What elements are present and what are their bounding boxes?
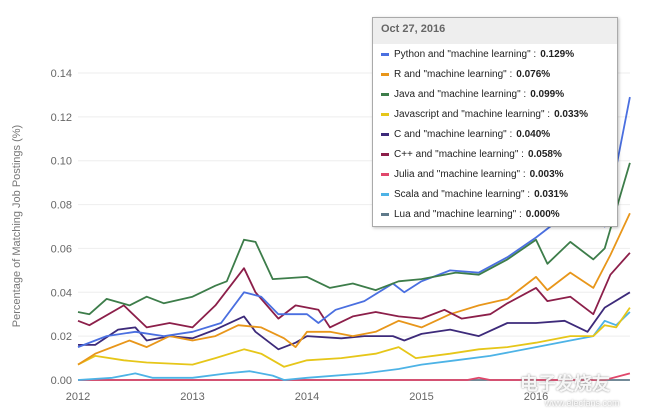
tooltip-series-label: C++ and "machine learning" :: [394, 148, 524, 160]
tooltip-series-label: C and "machine learning" :: [394, 128, 513, 140]
tooltip-series-label: Java and "machine learning" :: [394, 88, 527, 100]
y-tick-label: 0.06: [51, 243, 72, 255]
tooltip-row: R and "machine learning" :0.076%: [373, 64, 617, 84]
tooltip-series-value: 0.099%: [530, 88, 565, 100]
tooltip-series-value: 0.000%: [525, 208, 560, 220]
series-line-javascript: [77, 307, 631, 368]
legend-swatch-icon: [381, 72, 389, 76]
tooltip-series-value: 0.058%: [527, 148, 562, 160]
y-tick-label: 0.00: [51, 375, 72, 387]
tooltip-series-label: Julia and "machine learning" :: [394, 168, 526, 180]
y-tick-label: 0.08: [51, 200, 72, 212]
series-line-java: [77, 162, 631, 316]
y-axis-label: Percentage of Matching Job Postings (%): [11, 125, 23, 327]
legend-swatch-icon: [381, 172, 389, 176]
x-tick-label: 2013: [180, 391, 204, 403]
x-tick-label: 2012: [66, 391, 90, 403]
tooltip-row: Javascript and "machine learning" :0.033…: [373, 104, 617, 124]
tooltip-row: C and "machine learning" :0.040%: [373, 124, 617, 144]
y-tick-label: 0.04: [51, 287, 72, 299]
legend-swatch-icon: [381, 92, 389, 96]
y-tick-label: 0.02: [51, 331, 72, 343]
tooltip-row: Lua and "machine learning" :0.000%: [373, 204, 617, 224]
legend-swatch-icon: [381, 52, 389, 56]
hover-tooltip: Oct 27, 2016 Python and "machine learnin…: [372, 17, 618, 227]
watermark-url: www.elecfans.com: [545, 398, 620, 408]
series-line-r: [77, 212, 631, 366]
tooltip-row: Python and "machine learning" :0.129%: [373, 44, 617, 64]
x-tick-label: 2014: [295, 391, 319, 403]
legend-swatch-icon: [381, 132, 389, 136]
legend-swatch-icon: [381, 112, 389, 116]
tooltip-row: Scala and "machine learning" :0.031%: [373, 184, 617, 204]
x-tick-label: 2016: [524, 391, 548, 403]
y-tick-label: 0.14: [51, 68, 72, 80]
tooltip-series-label: Scala and "machine learning" :: [394, 188, 531, 200]
series-line-cpp: [77, 252, 631, 329]
tooltip-date: Oct 27, 2016: [373, 18, 617, 44]
tooltip-series-label: Javascript and "machine learning" :: [394, 108, 551, 120]
y-tick-label: 0.10: [51, 156, 72, 168]
series-line-python: [77, 96, 631, 348]
tooltip-series-label: R and "machine learning" :: [394, 68, 513, 80]
tooltip-row: Julia and "machine learning" :0.003%: [373, 164, 617, 184]
tooltip-row: Java and "machine learning" :0.099%: [373, 84, 617, 104]
series-line-scala: [77, 311, 631, 381]
x-tick-label: 2015: [409, 391, 433, 403]
watermark: 电子发烧友: [520, 374, 610, 394]
tooltip-row: C++ and "machine learning" :0.058%: [373, 144, 617, 164]
legend-swatch-icon: [381, 152, 389, 156]
tooltip-series-value: 0.003%: [529, 168, 564, 180]
tooltip-series-value: 0.031%: [534, 188, 568, 200]
legend-swatch-icon: [381, 192, 389, 196]
legend-swatch-icon: [381, 212, 389, 216]
tooltip-series-value: 0.129%: [540, 48, 575, 60]
series-line-julia: [78, 372, 631, 381]
tooltip-series-label: Lua and "machine learning" :: [394, 208, 522, 220]
tooltip-series-label: Python and "machine learning" :: [394, 48, 537, 60]
series-line-c: [78, 291, 631, 351]
tooltip-series-value: 0.033%: [554, 108, 588, 120]
tooltip-series-value: 0.076%: [516, 68, 551, 80]
y-tick-label: 0.12: [51, 112, 72, 124]
tooltip-series-value: 0.040%: [516, 128, 551, 140]
